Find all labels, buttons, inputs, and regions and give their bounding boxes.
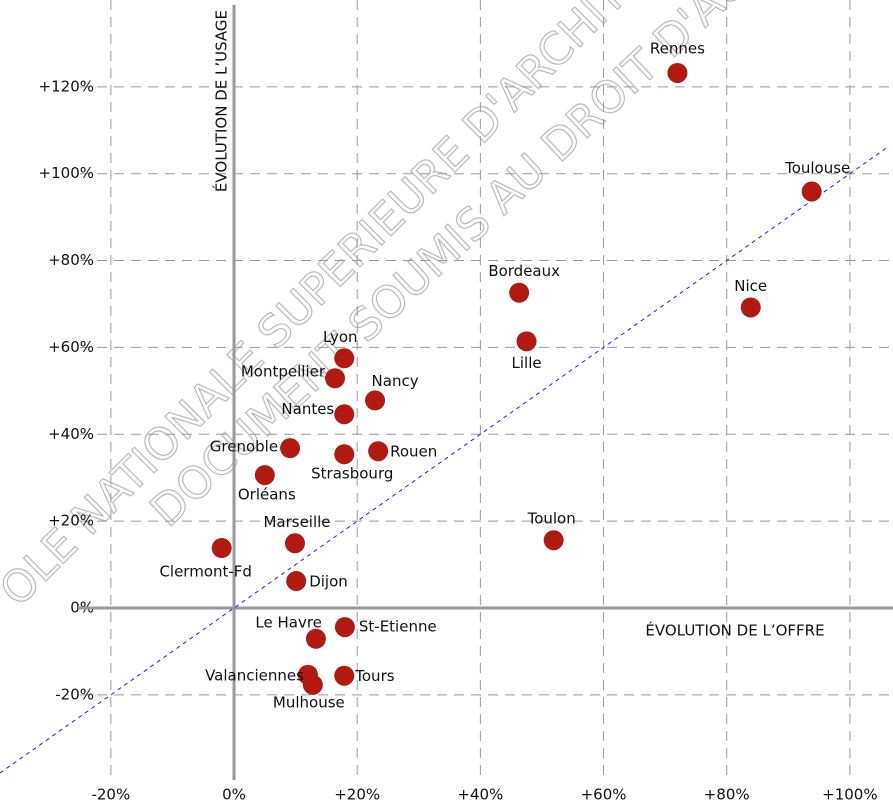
point-label: St-Etienne [359, 618, 437, 636]
point-label: Dijon [309, 573, 348, 591]
point-label: Tours [354, 667, 394, 685]
data-point [211, 538, 232, 559]
data-point [509, 282, 530, 303]
x-tick-label: +40% [457, 786, 503, 804]
data-point [368, 441, 389, 462]
point-label: Bordeaux [488, 262, 560, 280]
point-label: Montpellier [241, 363, 326, 381]
data-point [284, 533, 305, 554]
point-label: Marseille [263, 513, 330, 531]
x-tick-label: -20% [91, 786, 130, 804]
y-tick-label: +100% [39, 164, 94, 182]
y-tick-label: -20% [55, 685, 94, 703]
point-label: Strasbourg [311, 465, 393, 483]
data-point [334, 617, 355, 638]
data-point [334, 404, 355, 425]
points: Rennes Toulouse Bordeaux Nice Lille Lyon Montp… [159, 39, 850, 711]
watermark: OLE NATIONALE SUPERIEURE D'ARCHITEDOCUME… [0, 0, 759, 617]
y-tick-label: +120% [39, 77, 94, 95]
point-label: Lille [512, 354, 542, 372]
data-point [286, 571, 307, 592]
data-point [801, 181, 822, 202]
data-point [667, 62, 688, 83]
point-label: Mulhouse [273, 693, 345, 711]
data-point [516, 331, 537, 352]
point-label: Nantes [281, 400, 334, 418]
point-label: Valanciennes [205, 666, 304, 684]
point-label: Toulon [527, 510, 576, 528]
point-label: Clermont-Fd [159, 563, 252, 581]
point-label: Nancy [372, 372, 419, 390]
data-point [334, 665, 355, 686]
point-label: Nice [734, 277, 767, 295]
point-label: Le Havre [255, 613, 322, 631]
point-label: Orléans [238, 486, 296, 504]
data-point [280, 438, 301, 459]
data-point [334, 348, 355, 369]
y-tick-label: +40% [48, 425, 94, 443]
data-point [334, 444, 355, 465]
data-point [302, 674, 323, 695]
x-tick-label: +100% [822, 786, 877, 804]
data-point [254, 465, 275, 486]
data-point [325, 368, 346, 389]
x-tick-label: +20% [334, 786, 380, 804]
reference-line [0, 147, 888, 774]
point-label: Lyon [323, 328, 358, 346]
x-tick-label: 0% [222, 786, 246, 804]
x-tick-label: +80% [704, 786, 750, 804]
x-tick-label: +60% [581, 786, 627, 804]
point-label: Toulouse [784, 159, 850, 177]
point-label: Rennes [650, 39, 705, 57]
data-point [543, 530, 564, 551]
data-point [740, 297, 761, 318]
data-point [365, 390, 386, 411]
y-tick-label: +60% [48, 338, 94, 356]
point-label: Rouen [390, 443, 437, 461]
x-axis-label: ÉVOLUTION DE L’OFFRE [645, 621, 824, 640]
y-axis-label: ÉVOLUTION DE L’USAGE [212, 10, 231, 192]
y-tick-label: +80% [48, 251, 94, 269]
point-label: Grenoble [210, 438, 278, 456]
y-tick-label: +20% [48, 512, 94, 530]
data-point [305, 628, 326, 649]
